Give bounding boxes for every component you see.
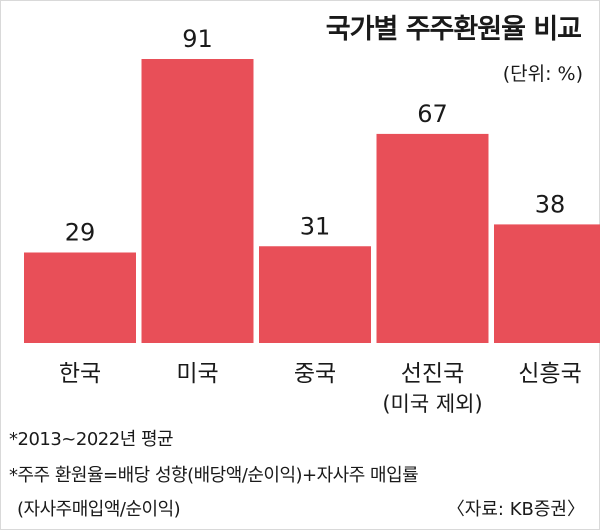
- category-label: 중국: [294, 361, 336, 387]
- bar-미국: [141, 59, 254, 343]
- category-label: 선진국: [401, 361, 464, 387]
- source-label: 〈자료: KB증권〉: [446, 499, 585, 520]
- data-label: 91: [182, 25, 213, 53]
- category-label: 신흥국: [518, 361, 581, 387]
- data-label: 29: [65, 218, 96, 246]
- footnote-period: *2013~2022년 평균: [9, 429, 174, 450]
- data-label: 67: [417, 100, 448, 128]
- bar-선진국: [376, 133, 489, 343]
- bar-신흥국: [494, 224, 600, 343]
- category-label: 한국: [59, 361, 101, 387]
- footnote-definition: *주주 환원율=배당 성향(배당액/순이익)+자사주 매입률: [9, 465, 419, 486]
- data-label: 38: [535, 190, 566, 218]
- footnote-definition-cont: (자사주매입액/순이익): [17, 499, 181, 520]
- data-label: 31: [300, 212, 331, 240]
- category-label: 미국: [176, 361, 218, 387]
- bar-한국: [24, 252, 136, 343]
- bar-중국: [259, 246, 371, 343]
- chart-title: 국가별 주주환원율 비교: [325, 14, 582, 45]
- unit-label: (단위: %): [502, 63, 583, 85]
- category-sublabel: (미국 제외): [382, 392, 482, 416]
